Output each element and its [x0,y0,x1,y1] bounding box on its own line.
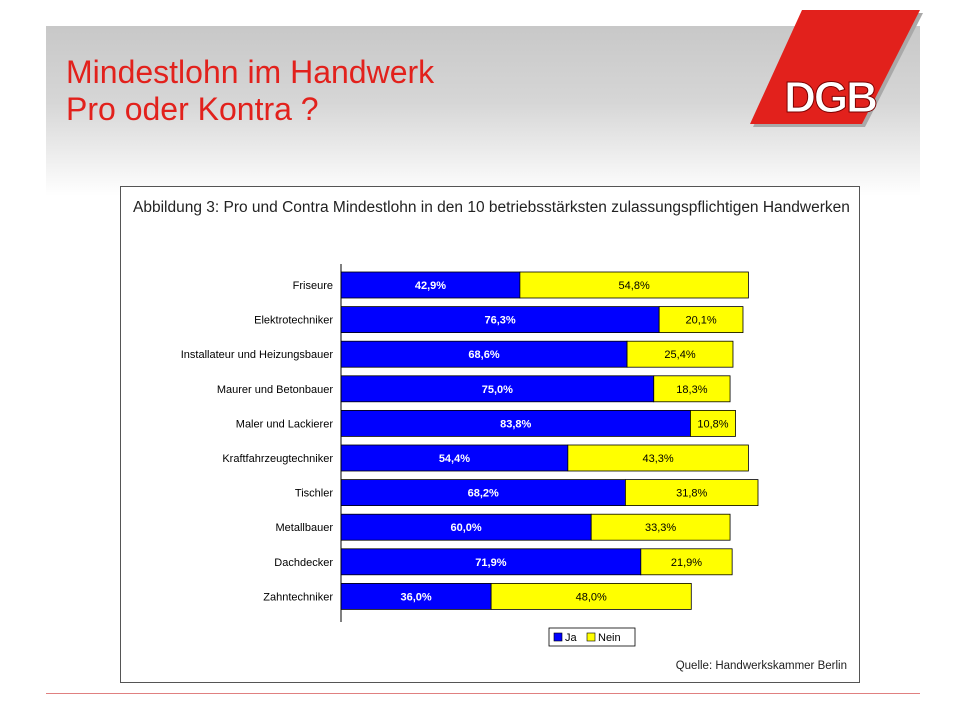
slide-title: Mindestlohn im Handwerk Pro oder Kontra … [66,54,434,128]
bar-nein [490,582,692,610]
bar-ja [340,340,628,368]
chart-frame: Abbildung 3: Pro und Contra Mindestlohn … [120,186,860,683]
category-label: Tischler [295,488,333,500]
data-label-ja: 42,9% [415,280,446,292]
slide-title-line-2: Pro oder Kontra ? [66,91,319,127]
legend-swatch-ja [553,632,563,642]
bar-nein [519,271,749,299]
bar-nein [590,513,731,541]
chart-title: Abbildung 3: Pro und Contra Mindestlohn … [133,199,850,216]
footer-line [46,693,920,694]
category-label: Maurer und Betonbauer [217,384,334,396]
bar-nein [653,375,731,403]
slide-title-line-1: Mindestlohn im Handwerk [66,54,435,90]
data-label-nein: 33,3% [645,522,676,534]
bar-nein [658,306,744,333]
category-label: Friseure [293,280,333,292]
bar-nein [567,444,749,472]
data-label-ja: 75,0% [482,384,513,396]
bar-ja [340,444,569,472]
legend-label-ja: Ja [565,632,578,644]
data-label-ja: 71,9% [475,557,506,569]
data-label-ja: 68,2% [468,488,499,500]
data-label-nein: 18,3% [676,384,707,396]
data-label-ja: 54,4% [439,453,470,465]
data-label-ja: 36,0% [400,591,431,603]
category-label: Installateur und Heizungsbauer [181,349,334,361]
category-label: Metallbauer [276,522,334,534]
dgb-logo-text: DGB [784,73,876,122]
data-label-nein: 20,1% [685,315,716,327]
legend: Ja Nein [548,627,636,647]
category-label: Dachdecker [274,557,333,569]
bar-ja [340,306,660,333]
data-label-nein: 25,4% [664,349,695,361]
legend-label-nein: Nein [598,632,621,644]
category-label: Elektrotechniker [254,315,333,327]
category-label: Kraftfahrzeugtechniker [222,453,333,465]
data-label-nein: 43,3% [643,453,674,465]
legend-swatch-nein [586,632,596,642]
category-label: Zahntechniker [263,591,333,603]
chart-source: Quelle: Handwerkskammer Berlin [675,660,847,672]
bar-ja [340,548,642,576]
data-label-nein: 48,0% [576,591,607,603]
data-label-ja: 60,0% [450,522,481,534]
data-label-nein: 54,8% [619,280,650,292]
bar-nein [624,479,759,507]
data-label-nein: 31,8% [676,488,707,500]
bar-ja [340,271,521,299]
bar-nein [690,409,736,437]
data-label-nein: 10,8% [697,418,728,430]
bar-nein [626,340,734,368]
bar-ja [340,409,691,437]
data-label-ja: 76,3% [484,315,515,327]
data-label-ja: 83,8% [500,418,531,430]
bar-ja [340,513,592,541]
data-label-ja: 68,6% [468,349,499,361]
bar-ja [340,479,626,507]
data-label-nein: 21,9% [671,557,702,569]
bar-nein [640,548,733,576]
category-label: Maler und Lackierer [236,418,334,430]
dgb-logo: DGB [750,10,923,127]
chart-plot: Friseure 42,9% 54,8% Elektrotechniker 76,3% 2… [181,264,759,647]
